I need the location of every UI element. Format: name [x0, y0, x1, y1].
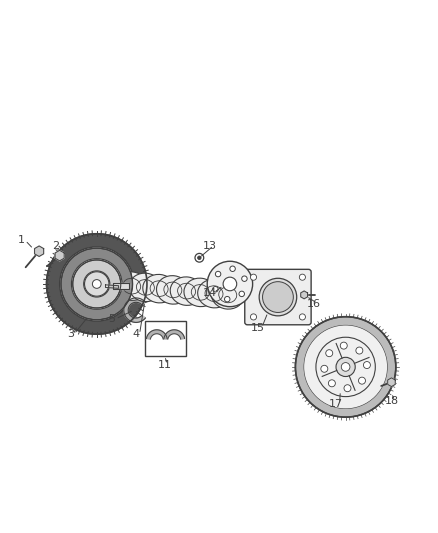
Circle shape: [239, 291, 244, 296]
Circle shape: [92, 280, 101, 288]
Text: 18: 18: [385, 396, 399, 406]
Circle shape: [321, 365, 328, 372]
Circle shape: [198, 256, 201, 260]
Circle shape: [336, 357, 355, 376]
Text: 3: 3: [67, 329, 74, 339]
Circle shape: [251, 274, 257, 280]
Circle shape: [328, 380, 336, 387]
Circle shape: [364, 361, 371, 368]
Circle shape: [326, 350, 333, 357]
Circle shape: [242, 276, 247, 281]
Circle shape: [304, 326, 387, 408]
Circle shape: [340, 342, 347, 349]
Text: 15: 15: [251, 322, 265, 333]
Polygon shape: [388, 378, 395, 386]
Text: 17: 17: [329, 399, 343, 409]
Circle shape: [215, 271, 221, 277]
Ellipse shape: [212, 281, 244, 309]
Circle shape: [299, 274, 305, 280]
Circle shape: [259, 278, 297, 316]
Ellipse shape: [184, 278, 217, 306]
Circle shape: [251, 314, 257, 320]
Text: 14: 14: [203, 288, 217, 298]
Polygon shape: [106, 285, 119, 288]
Circle shape: [344, 385, 351, 392]
Ellipse shape: [156, 276, 189, 304]
Circle shape: [262, 281, 293, 312]
Circle shape: [223, 277, 237, 291]
Polygon shape: [113, 283, 130, 289]
Polygon shape: [124, 298, 145, 322]
Polygon shape: [146, 330, 167, 339]
Bar: [145, 321, 186, 356]
Ellipse shape: [129, 273, 162, 302]
Circle shape: [341, 362, 350, 372]
Text: 11: 11: [157, 360, 171, 370]
Polygon shape: [301, 291, 307, 299]
Polygon shape: [35, 246, 44, 256]
Circle shape: [230, 266, 235, 271]
Text: 2: 2: [52, 240, 59, 251]
Text: 1: 1: [18, 235, 25, 245]
Polygon shape: [55, 251, 64, 261]
Text: 13: 13: [203, 240, 217, 251]
Circle shape: [225, 296, 230, 302]
Circle shape: [356, 347, 363, 354]
Circle shape: [358, 377, 365, 384]
Ellipse shape: [143, 274, 176, 303]
Ellipse shape: [115, 272, 148, 301]
Ellipse shape: [170, 277, 203, 305]
Polygon shape: [164, 330, 184, 339]
Text: 4: 4: [132, 329, 140, 339]
Ellipse shape: [198, 279, 230, 308]
FancyBboxPatch shape: [245, 269, 311, 325]
Circle shape: [85, 272, 109, 296]
Text: 5: 5: [109, 314, 116, 324]
Text: 16: 16: [307, 298, 321, 309]
Circle shape: [207, 261, 253, 306]
Circle shape: [213, 287, 218, 292]
Circle shape: [299, 314, 305, 320]
